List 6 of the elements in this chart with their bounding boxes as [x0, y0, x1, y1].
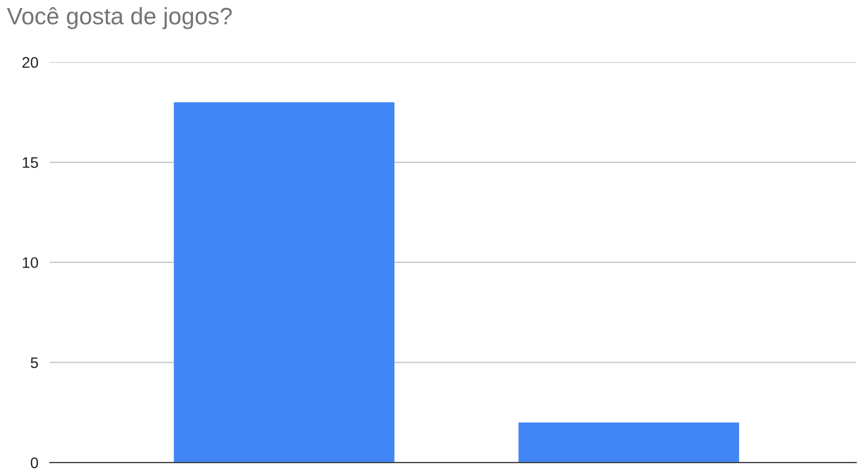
y-tick-label: 20 — [22, 57, 38, 68]
chart-title: Você gosta de jogos? — [6, 7, 232, 30]
y-tick-label: 0 — [30, 457, 38, 468]
y-tick-label: 15 — [22, 157, 38, 168]
y-tick-label: 5 — [30, 357, 38, 368]
y-tick-label: 10 — [22, 257, 38, 268]
